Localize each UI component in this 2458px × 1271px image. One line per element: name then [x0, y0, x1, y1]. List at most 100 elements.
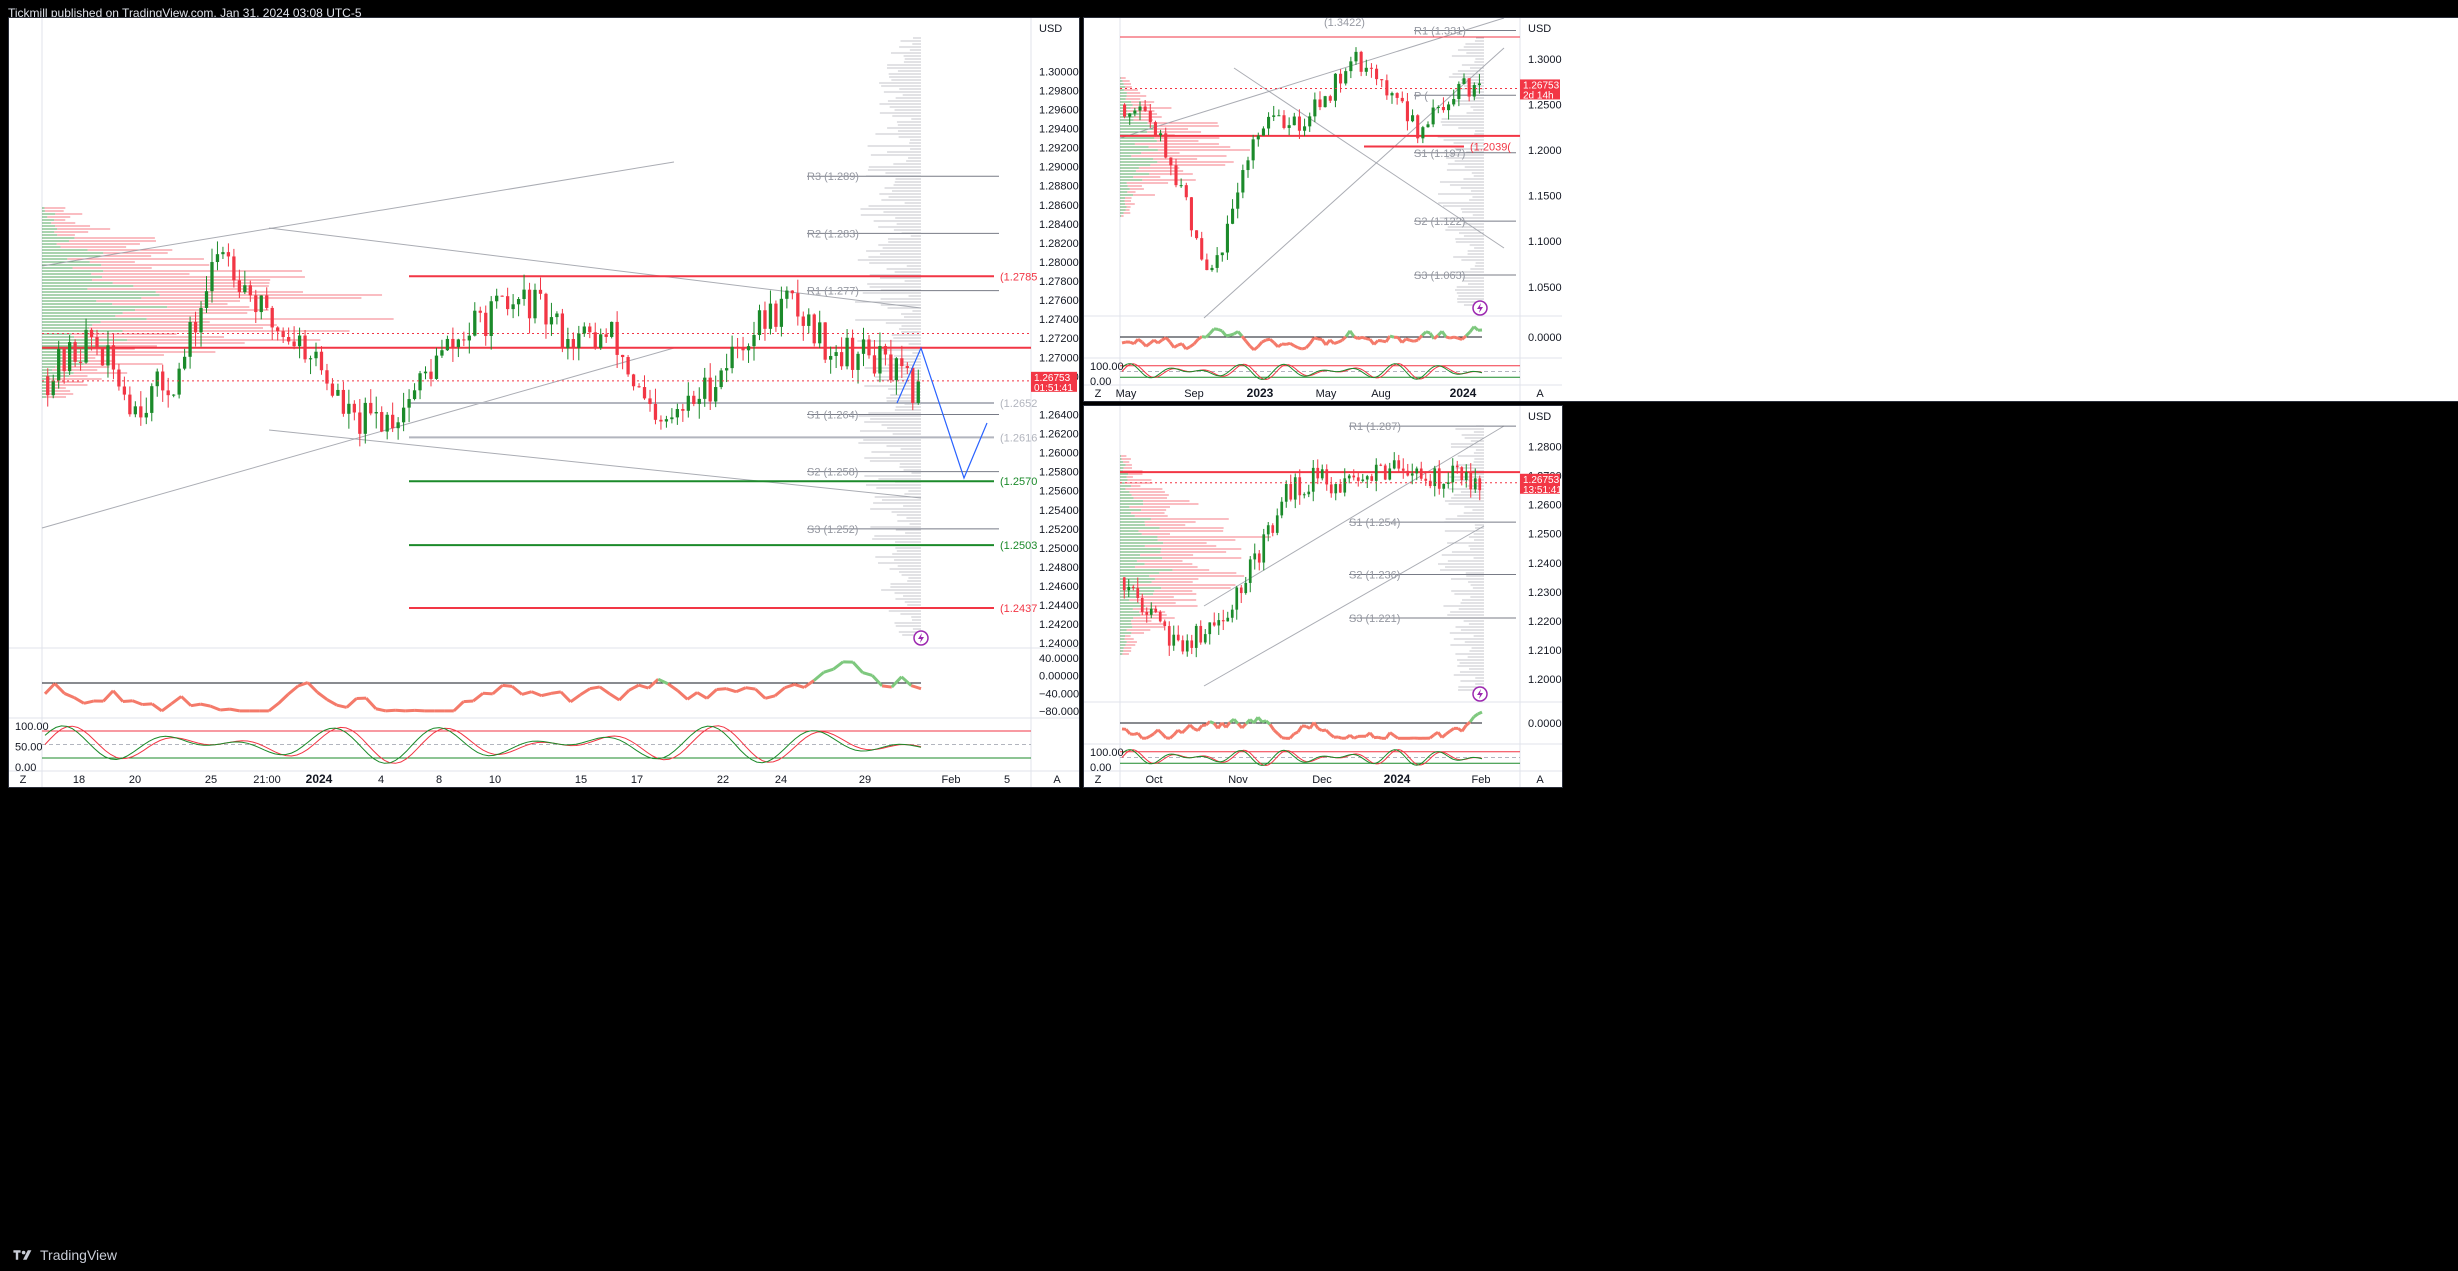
price-axis-tick-label: 1.29800	[1039, 85, 1079, 97]
candle-body	[363, 402, 367, 434]
rsi-segment	[1220, 329, 1228, 337]
time-axis-label: 2023	[1247, 386, 1274, 400]
rsi-segment	[142, 702, 153, 706]
price-axis-tick-label: 1.27200	[1039, 333, 1079, 345]
candle-body	[648, 398, 652, 404]
tradingview-brand[interactable]: TradingView	[12, 1247, 117, 1263]
candle-body	[1390, 93, 1394, 96]
candle-body	[188, 322, 192, 357]
pivot-label: S2 (1.122)	[1414, 216, 1465, 228]
candle-body	[1122, 577, 1126, 591]
trend-line	[1203, 425, 1505, 607]
rsi-segment	[1153, 338, 1159, 345]
price-axis-tick-label: 1.24800	[1039, 562, 1079, 574]
rsi-segment	[1192, 338, 1200, 345]
price-axis-tick-label: 1.25000	[1528, 529, 1562, 541]
candle-body	[730, 346, 734, 369]
weekly-chart-pane[interactable]: USD 1.30000 1.25000 1.20000 1.15000 1.10000 1.…	[1083, 17, 2458, 402]
daily-chart-svg[interactable]: USD1.280001.270001.260001.250001.240001.…	[1084, 406, 1562, 787]
last-price-value: 1.26753	[1034, 373, 1071, 384]
candle-body	[911, 367, 915, 403]
rsi-segment	[1149, 338, 1155, 345]
candle-body	[1210, 267, 1214, 271]
rsi-segment	[1393, 734, 1399, 740]
rsi-segment	[463, 699, 474, 704]
candle-body	[1442, 483, 1446, 489]
rsi-segment	[598, 685, 611, 695]
candle-body	[62, 348, 66, 372]
time-axis-label: 18	[73, 774, 85, 786]
candle-body	[867, 339, 871, 356]
rsi-axis-label: 0.00000	[1039, 671, 1079, 683]
candle-body	[172, 394, 176, 396]
rsi-segment	[1145, 734, 1151, 740]
candle-body	[418, 373, 422, 391]
trend-line	[1203, 525, 1485, 687]
rsi-segment	[696, 691, 708, 700]
rsi-segment	[1180, 342, 1188, 350]
candle-body	[626, 357, 630, 375]
last-price-value: 1.26753	[1523, 80, 1560, 91]
main-chart-svg[interactable]: USD 1.30000 1.29800 1.29600 1.29400 1.29200 1.…	[9, 18, 1079, 787]
rsi-segment	[1285, 341, 1291, 346]
rsi-segment	[170, 695, 183, 705]
rsi-segment	[725, 687, 737, 694]
candle-body	[259, 295, 263, 313]
rsi-segment	[1184, 723, 1192, 731]
candle-body	[1356, 477, 1360, 481]
candle-body	[1431, 107, 1435, 125]
rsi-segment	[220, 707, 231, 712]
rsi-segment	[122, 699, 133, 704]
candle-body	[1392, 460, 1396, 469]
rsi-segment	[1281, 736, 1287, 740]
candle-body	[1231, 208, 1235, 224]
candle-body	[1203, 634, 1207, 643]
rsi-segment	[1405, 337, 1411, 342]
rsi-segment	[1269, 338, 1275, 344]
main-chart-pane[interactable]: USD 1.30000 1.29800 1.29600 1.29400 1.29200 1.…	[8, 17, 1080, 788]
candle-body	[467, 335, 471, 341]
trend-line	[268, 429, 922, 499]
candle-body	[445, 338, 450, 351]
candle-body	[1179, 185, 1183, 187]
time-zone-button: Z	[1095, 388, 1102, 400]
candle-body	[1185, 640, 1189, 652]
candle-body	[1271, 525, 1275, 533]
candle-body	[631, 374, 636, 387]
weekly-chart-svg[interactable]: USD 1.30000 1.25000 1.20000 1.15000 1.10000 1.…	[1084, 18, 1562, 401]
candle-body	[1200, 238, 1204, 260]
candle-body	[226, 252, 231, 257]
candle-body	[1239, 587, 1243, 594]
candle-body	[369, 402, 373, 414]
candle-body	[588, 326, 592, 333]
level-label: (1.2039(	[1470, 141, 1511, 153]
rsi-segment	[1304, 342, 1312, 349]
rsi-segment	[1124, 728, 1132, 735]
rsi-segment	[1457, 336, 1463, 341]
candle-body	[1220, 252, 1224, 256]
rsi-segment	[1240, 722, 1248, 729]
price-axis-tick-label: 1.26000	[1039, 448, 1079, 460]
pivot-label: P (	[1414, 90, 1428, 102]
candle-body	[1308, 116, 1312, 127]
price-axis-tick-label: 1.15000	[1528, 191, 1562, 203]
candle-body	[358, 412, 362, 434]
candle-body	[1261, 128, 1265, 136]
rsi-segment	[1201, 723, 1207, 727]
stoch-line	[1121, 363, 1483, 381]
candle-body	[692, 395, 696, 404]
rsi-segment	[803, 679, 815, 689]
candle-body	[341, 389, 346, 414]
candle-body	[823, 322, 827, 360]
rsi-segment	[1297, 346, 1303, 351]
rsi-segment	[1464, 330, 1472, 338]
candle-body	[385, 414, 389, 432]
daily-chart-pane[interactable]: USD1.280001.270001.260001.250001.240001.…	[1083, 405, 1563, 788]
candle-body	[1298, 477, 1302, 496]
time-axis-label: 2024	[1450, 386, 1477, 400]
rsi-segment	[618, 689, 631, 702]
pivot-label: S1 (1.254)	[1349, 517, 1400, 529]
candle-body	[100, 348, 105, 366]
price-axis-tick-label: 1.20000	[1528, 145, 1562, 157]
price-axis-tick-label: 1.10000	[1528, 236, 1562, 248]
